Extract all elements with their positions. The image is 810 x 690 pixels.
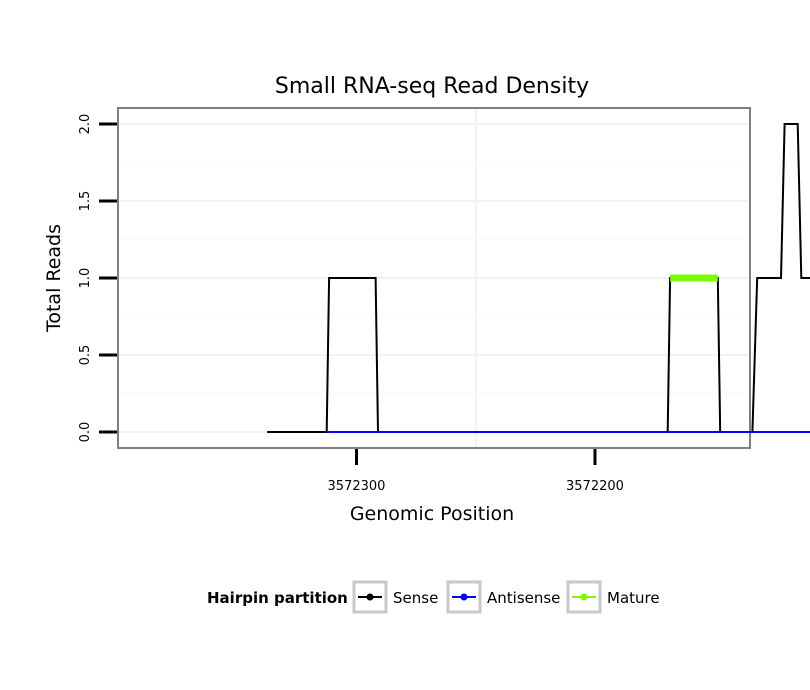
legend-item-antisense: Antisense (446, 580, 560, 614)
legend-key-point (580, 593, 588, 601)
chart-title: Small RNA-seq Read Density (275, 74, 589, 99)
x-tick-label: 3572200 (566, 479, 624, 494)
legend-items: Sense Antisense Mature (352, 580, 660, 614)
y-tick-label: 2.0 (78, 114, 93, 135)
y-tick-label: 0.5 (78, 345, 93, 366)
legend-key-point (460, 593, 468, 601)
legend-key-point (366, 593, 374, 601)
legend-label: Sense (393, 589, 438, 607)
y-tick-label: 0.0 (78, 422, 93, 443)
x-tick-label: 3572300 (328, 479, 386, 494)
plot-panel-border (117, 107, 751, 449)
x-axis-label: Genomic Position (350, 503, 514, 525)
y-tick-label: 1.5 (78, 191, 93, 212)
y-tick-label: 1.0 (78, 268, 93, 289)
legend-label: Mature (607, 589, 660, 607)
series-layer (267, 123, 810, 433)
grid (118, 108, 750, 448)
legend-item-sense: Sense (352, 580, 438, 614)
y-axis-label: Total Reads (43, 224, 65, 333)
legend-title: Hairpin partition (207, 589, 348, 607)
legend-item-mature: Mature (566, 580, 660, 614)
legend: Hairpin partition Sense Antisense Mature (207, 580, 660, 614)
legend-label: Antisense (487, 589, 560, 607)
axes: 0.0 0.5 1.0 1.5 2.0 3572300 3572200 (78, 114, 624, 494)
